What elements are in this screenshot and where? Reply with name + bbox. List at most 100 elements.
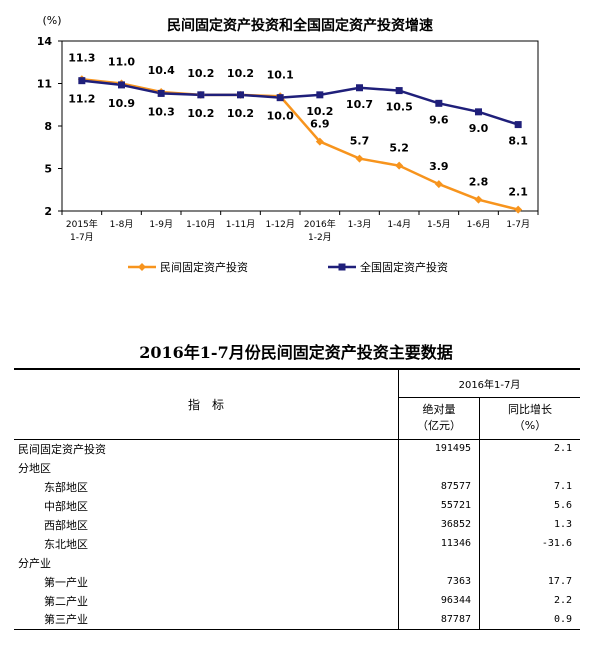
row-abs-value: 11346 xyxy=(398,534,480,553)
series-point xyxy=(434,180,443,189)
row-label: 第二产业 xyxy=(44,594,88,608)
row-growth-value: 0.9 xyxy=(479,610,580,630)
data-label: 8.1 xyxy=(508,135,528,148)
header-growth-unit: （%） xyxy=(513,419,547,432)
series-point xyxy=(514,121,522,129)
row-label: 民间固定资产投资 xyxy=(14,438,399,458)
table-body: 民间固定资产投资 191495 2.1 分地区 东部地区 87577 7.1 中部地区 5572… xyxy=(14,438,580,630)
data-label: 10.2 xyxy=(306,105,333,118)
data-table: 指 标 2016年1-7月 绝对量 （亿元） 同比增长 （%） 民间固定资产投资… xyxy=(14,368,580,630)
header-period: 2016年1-7月 xyxy=(398,368,580,397)
x-tick-label: 1-3月 xyxy=(348,219,372,230)
series-point xyxy=(157,89,165,97)
row-growth-value: 17.7 xyxy=(479,572,580,591)
data-label: 5.7 xyxy=(350,135,370,148)
data-label: 10.7 xyxy=(346,98,373,111)
row-label: 东北地区 xyxy=(44,537,88,551)
data-label: 11.0 xyxy=(108,56,135,69)
y-tick-label: 14 xyxy=(37,35,53,48)
row-label: 第一产业 xyxy=(44,575,88,589)
table-row: 分地区 xyxy=(14,458,580,477)
data-label: 6.9 xyxy=(310,118,330,131)
series-point xyxy=(118,81,125,89)
series-point xyxy=(395,87,403,95)
x-tick-label: 1-8月 xyxy=(110,219,134,230)
data-label: 9.0 xyxy=(469,122,489,135)
row-abs-value: 55721 xyxy=(398,496,480,515)
row-growth-value xyxy=(479,458,580,477)
data-label: 10.2 xyxy=(187,107,214,120)
table-row: 第二产业 96344 2.2 xyxy=(14,591,580,610)
x-tick-label: 1-6月 xyxy=(467,219,491,230)
x-tick-label: 2015年 xyxy=(66,218,98,230)
plot-area: 2 5 8 11 14 2015年 1-7月 1-8月 1-9月 1-10月 1-11月 1-12月 2… xyxy=(37,35,539,243)
series-line-0 xyxy=(81,78,519,211)
series-point xyxy=(355,154,364,163)
header-abs-label: 绝对量 xyxy=(422,403,456,416)
table-title: 2016年1-7月份民间固定资产投资主要数据 xyxy=(139,343,453,362)
series-point xyxy=(316,91,324,99)
row-abs-value: 87787 xyxy=(398,610,480,630)
data-label: 11.2 xyxy=(68,93,95,106)
x-tick-label: 1-10月 xyxy=(186,219,215,230)
table-row: 西部地区 36852 1.3 xyxy=(14,515,580,534)
data-label: 10.4 xyxy=(148,64,175,77)
header-abs: 绝对量 （亿元） xyxy=(398,396,480,439)
data-label: 10.2 xyxy=(227,107,254,120)
x-tick-label: 2016年 xyxy=(304,218,336,230)
row-growth-value: 2.1 xyxy=(479,438,580,458)
header-abs-unit: （亿元） xyxy=(417,419,461,432)
data-label: 10.0 xyxy=(267,110,294,123)
data-label: 10.9 xyxy=(108,97,135,110)
row-label: 东部地区 xyxy=(44,480,88,494)
data-label: 5.2 xyxy=(389,142,409,155)
row-label: 分产业 xyxy=(18,556,51,570)
table-row: 中部地区 55721 5.6 xyxy=(14,496,580,515)
row-abs-value: 191495 xyxy=(398,438,480,458)
series-line-1 xyxy=(81,79,519,126)
table-row: 分产业 xyxy=(14,553,580,572)
series-point xyxy=(435,99,443,107)
legend-label: 民间固定资产投资 xyxy=(160,260,248,274)
series-point xyxy=(356,84,363,92)
data-label: 2.1 xyxy=(508,186,528,199)
y-tick-label: 8 xyxy=(44,120,52,133)
series-point xyxy=(237,91,244,99)
data-label: 10.2 xyxy=(227,67,254,80)
legend: 民间固定资产投资 全国固定资产投资 xyxy=(128,260,448,274)
row-abs-value: 36852 xyxy=(398,515,480,534)
row-growth-value: 2.2 xyxy=(479,591,580,610)
table-row: 第一产业 7363 17.7 xyxy=(14,572,580,591)
growth-line-chart: 民间固定资产投资和全国固定资产投资增速 (%) 2 5 8 11 14 2015年 1-7月… xyxy=(37,14,539,274)
table-row: 东北地区 11346 -31.6 xyxy=(14,534,580,553)
table-row: 第三产业 87787 0.9 xyxy=(14,610,580,630)
series-point xyxy=(395,161,404,170)
data-label: 9.6 xyxy=(429,113,449,126)
row-growth-value xyxy=(479,553,580,572)
header-growth-label: 同比增长 xyxy=(508,403,552,416)
y-tick-label: 11 xyxy=(37,78,52,91)
series-point xyxy=(315,137,324,146)
series-point xyxy=(514,205,523,214)
row-abs-value: 7363 xyxy=(398,572,480,591)
row-label: 第三产业 xyxy=(14,610,399,630)
row-label: 西部地区 xyxy=(44,518,88,532)
table-row: 民间固定资产投资 191495 2.1 xyxy=(14,438,580,458)
y-axis-unit: (%) xyxy=(42,14,61,27)
row-abs-value: 87577 xyxy=(398,477,480,496)
series-point xyxy=(197,91,205,99)
x-tick-label: 1-9月 xyxy=(149,219,173,230)
x-tick-label: 1-5月 xyxy=(427,219,451,230)
x-tick-label: 1-4月 xyxy=(387,219,411,230)
x-tick-label: 1-7月 xyxy=(506,219,530,230)
x-tick-label: 1-2月 xyxy=(308,232,332,243)
data-label: 10.3 xyxy=(148,105,175,118)
y-tick-label: 5 xyxy=(44,163,52,176)
x-tick-label: 1-7月 xyxy=(70,232,94,243)
series-point xyxy=(474,195,483,204)
series-point xyxy=(78,77,86,85)
data-label: 10.1 xyxy=(267,68,294,81)
row-label: 分地区 xyxy=(18,461,51,475)
y-tick-label: 2 xyxy=(44,205,52,218)
x-tick-label: 1-11月 xyxy=(226,219,255,230)
